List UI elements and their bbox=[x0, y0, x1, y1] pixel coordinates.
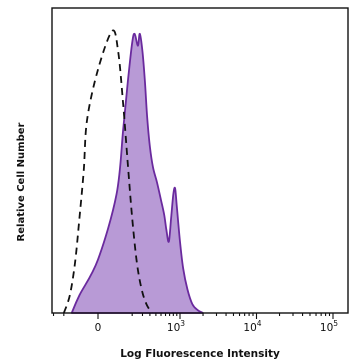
series-filled-histogram bbox=[70, 32, 204, 314]
x-axis-label: Log Fluorescence Intensity bbox=[120, 348, 280, 360]
series-dashed-histogram bbox=[62, 29, 153, 314]
tick-marks bbox=[52, 313, 334, 319]
plot-frame bbox=[51, 7, 349, 314]
x-tick-label: 0 bbox=[95, 322, 102, 334]
series-layer bbox=[62, 29, 204, 314]
x-tick-label: 103 bbox=[167, 319, 185, 334]
y-axis-label: Relative Cell Number bbox=[16, 122, 27, 241]
tick-labels: 0 103 104 105 bbox=[95, 319, 339, 334]
x-tick-label: 105 bbox=[320, 319, 338, 334]
x-tick-label: 104 bbox=[243, 319, 261, 334]
